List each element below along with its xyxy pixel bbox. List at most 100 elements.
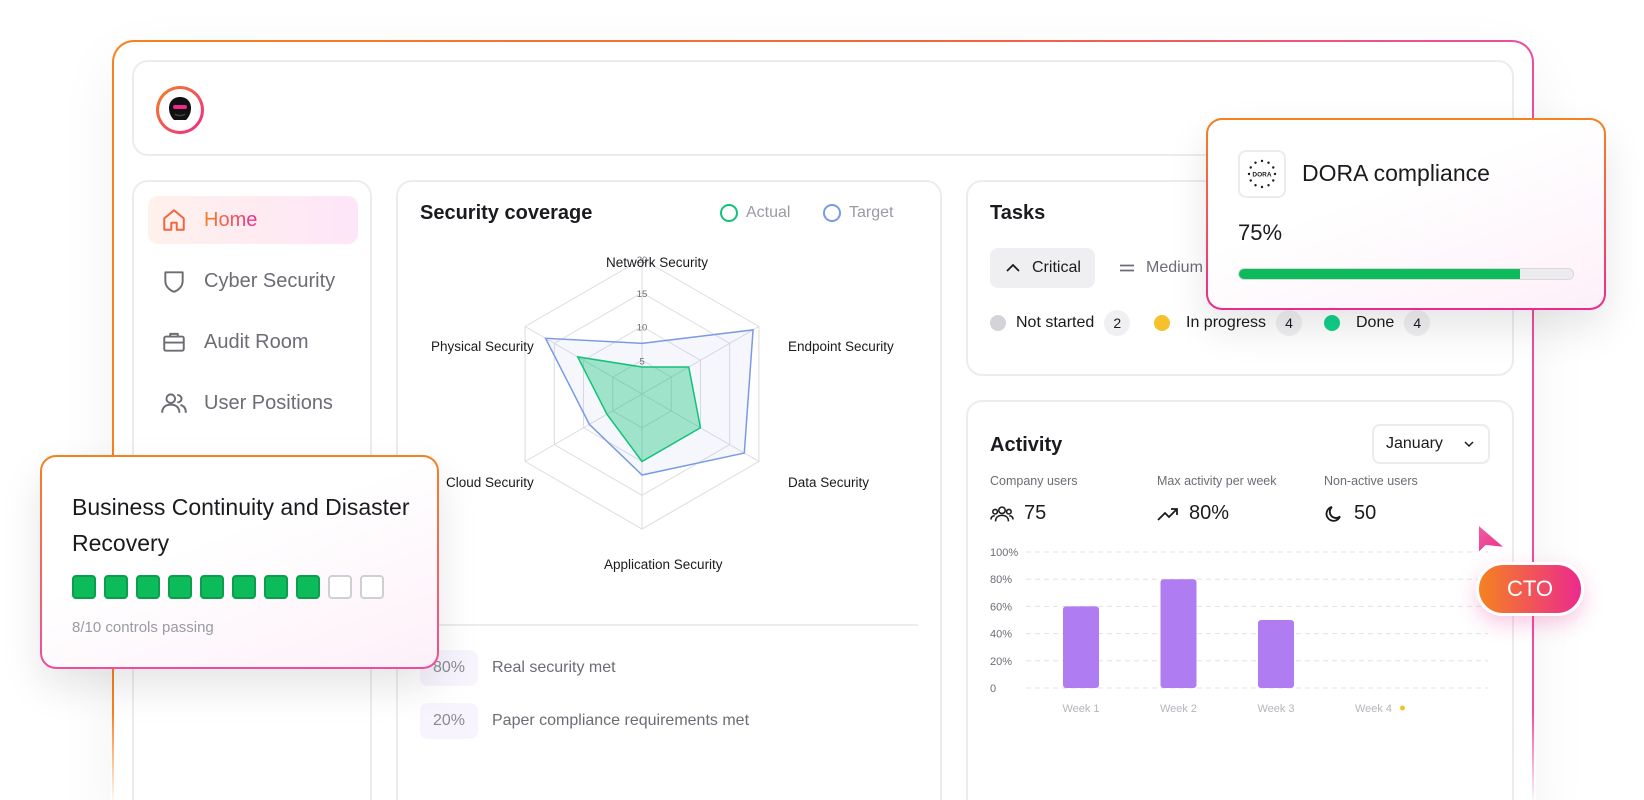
control-passing-square (168, 575, 192, 599)
control-passing-square (104, 575, 128, 599)
current-week-dot-icon (1400, 705, 1405, 711)
eu-star (1247, 172, 1251, 176)
dora-logo: DORA (1238, 150, 1286, 198)
trend-up-icon (1157, 507, 1178, 521)
sidebar-item-user-positions[interactable]: User Positions (148, 379, 358, 427)
bar-week (1258, 620, 1294, 688)
radar-axis-label: Endpoint Security (788, 339, 894, 354)
status-in-progress[interactable]: In progress 4 (1154, 310, 1303, 336)
control-passing-square (136, 575, 160, 599)
radar-chart: 5 10 15 20 (524, 255, 760, 530)
users-icon (990, 505, 1014, 521)
sidebar-item-label: Home (204, 208, 258, 231)
briefcase-icon (160, 328, 188, 356)
radar-series-target (544, 329, 754, 476)
eu-star (1249, 166, 1252, 169)
eu-star (1267, 184, 1270, 187)
legend-target[interactable]: Target (823, 204, 893, 222)
bar-tick-label: 20% (990, 656, 1012, 668)
eu-star (1254, 184, 1257, 187)
eu-star (1254, 161, 1257, 164)
radar-series-actual (576, 355, 702, 463)
kpi-label: Non-active users (1324, 474, 1418, 488)
status-label: Not started (1016, 314, 1095, 331)
radar-tick-label: 10 (637, 323, 648, 334)
bar-tick-label: 100% (990, 547, 1018, 559)
bar-category-label: Week 3 (1257, 703, 1294, 715)
priority-label: Medium (1146, 259, 1203, 276)
bar-tick-label: 40% (990, 629, 1012, 641)
radar-spoke (641, 326, 760, 395)
radar-spoke (524, 393, 643, 462)
eu-star (1272, 179, 1275, 182)
users-icon (160, 389, 188, 417)
control-passing-square (264, 575, 288, 599)
stat-label: Real security met (492, 659, 616, 676)
bar-week (1160, 579, 1197, 688)
eu-star (1273, 172, 1277, 176)
control-passing-square (200, 575, 224, 599)
bar-tick-label: 60% (990, 601, 1012, 613)
sidebar-item-home[interactable]: Home (148, 196, 358, 244)
radar-tick-label: 20 (637, 255, 648, 266)
control-passing-square (296, 575, 320, 599)
chevron-up-icon (1006, 263, 1020, 272)
sidebar-item-label: User Positions (204, 391, 333, 414)
bar-tick-label: 80% (990, 574, 1012, 586)
control-passing-square (232, 575, 256, 599)
app-logo[interactable] (156, 86, 204, 134)
month-select-value: January (1386, 435, 1443, 452)
equals-icon (1120, 264, 1134, 272)
kpi-label: Max activity per week (1157, 474, 1277, 488)
sidebar-item-label: Cyber Security (204, 269, 336, 292)
eu-star (1249, 179, 1252, 182)
dora-progress-bar (1238, 268, 1574, 280)
radar-axis-label: Physical Security (431, 339, 534, 354)
activity-card: Activity January Company users 75 Max ac… (966, 400, 1514, 800)
dora-compliance-card[interactable]: DORA DORA compliance 75% (1206, 118, 1606, 310)
bar-week (1063, 606, 1099, 688)
legend-dot-actual-icon (720, 204, 738, 222)
dora-title: DORA compliance (1302, 160, 1490, 186)
bar-category-label: Week 4 (1355, 703, 1392, 715)
kpi-label: Company users (990, 474, 1078, 488)
control-failing-square (328, 575, 352, 599)
radar-axis-label: Cloud Security (446, 475, 534, 490)
shield-icon (160, 267, 188, 295)
moon-icon (1325, 505, 1341, 522)
bar-category-label: Week 1 (1062, 703, 1099, 715)
radar-tick-label: 15 (637, 289, 648, 300)
business-continuity-title: Business Continuity and Disaster Recover… (72, 494, 410, 556)
priority-medium-button[interactable]: Medium (1104, 248, 1217, 288)
stat-percent: 20% (420, 703, 478, 739)
cursor-pointer-icon (1477, 523, 1507, 555)
control-passing-square (72, 575, 96, 599)
kpi-value: 75 (1024, 502, 1047, 524)
status-dot-icon (990, 315, 1006, 331)
status-not-started[interactable]: Not started 2 (990, 310, 1131, 336)
eu-stars-icon: DORA (1247, 159, 1277, 189)
legend-actual[interactable]: Actual (720, 204, 790, 222)
eu-star (1272, 166, 1275, 169)
priority-critical-button[interactable]: Critical (990, 248, 1095, 288)
home-icon (160, 206, 188, 234)
status-count: 4 (1404, 310, 1431, 336)
control-failing-square (360, 575, 384, 599)
month-select[interactable]: January (1372, 424, 1490, 464)
sidebar-item-cyber-security[interactable]: Cyber Security (148, 257, 358, 305)
controls-progress (72, 575, 392, 599)
legend-label: Target (849, 204, 894, 221)
radar-axis-label: Network Security (606, 255, 709, 270)
sidebar-item-audit-room[interactable]: Audit Room (148, 318, 358, 366)
status-label: Done (1356, 314, 1395, 331)
activity-title: Activity (990, 434, 1063, 456)
status-label: In progress (1186, 314, 1267, 331)
legend-dot-target-icon (823, 204, 841, 222)
stat-label: Paper compliance requirements met (492, 712, 750, 729)
eu-star (1260, 185, 1264, 189)
business-continuity-card[interactable]: Business Continuity and Disaster Recover… (40, 455, 439, 669)
status-done[interactable]: Done 4 (1324, 310, 1431, 336)
radar-axis-label: Data Security (788, 475, 870, 490)
status-count: 4 (1276, 310, 1303, 336)
security-coverage-title: Security coverage (420, 202, 593, 224)
